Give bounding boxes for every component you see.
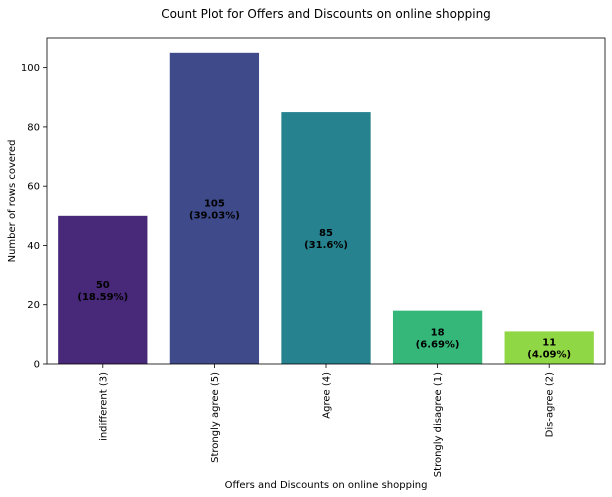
x-tick-label-3: Strongly disagree (1): [433, 372, 444, 477]
x-axis: indifferent (3) Strongly agree (5) Agree (…: [98, 364, 556, 477]
bar-4: [504, 331, 594, 364]
y-tick-label-1: 20: [27, 300, 40, 311]
x-tick-label-2: Agree (4): [322, 372, 333, 419]
x-axis-label: Offers and Discounts on online shopping: [225, 480, 428, 491]
bar-1: [169, 52, 260, 365]
y-tick-label-3: 60: [27, 182, 40, 193]
bar-percent-label-3: (6.69%): [416, 339, 460, 350]
bar-percent-label-2: (31.6%): [304, 240, 348, 251]
chart-title: Count Plot for Offers and Discounts on o…: [161, 7, 491, 21]
x-tick-label-0: indifferent (3): [98, 372, 109, 441]
bar-value-label-2: 85: [319, 228, 333, 239]
x-tick-label-1: Strongly agree (5): [210, 372, 221, 463]
bar-value-label-3: 18: [431, 327, 445, 338]
bar-value-label-0: 50: [96, 280, 110, 291]
bar-percent-label-0: (18.59%): [77, 292, 128, 303]
bars-group: [58, 52, 594, 365]
bar-value-label-1: 105: [204, 198, 225, 209]
bar-labels-group: 50(18.59%) 105(39.03%) 85(31.6%) 18(6.69%) 1…: [77, 198, 571, 360]
x-tick-label-4: Dis-agree (2): [545, 372, 556, 437]
bar-2: [281, 112, 371, 364]
y-axis: 0 20 40 60 80 100: [21, 63, 47, 371]
y-tick-label-4: 80: [27, 122, 40, 133]
bar-3: [392, 310, 483, 364]
bar-0: [58, 215, 148, 364]
bar-percent-label-4: (4.09%): [527, 350, 571, 361]
bar-percent-label-1: (39.03%): [189, 210, 240, 221]
y-tick-label-5: 100: [21, 63, 40, 74]
y-axis-label: Number of rows covered: [7, 140, 18, 263]
y-tick-label-2: 40: [27, 241, 40, 252]
y-tick-label-0: 0: [34, 360, 40, 371]
bar-value-label-4: 11: [542, 338, 556, 349]
